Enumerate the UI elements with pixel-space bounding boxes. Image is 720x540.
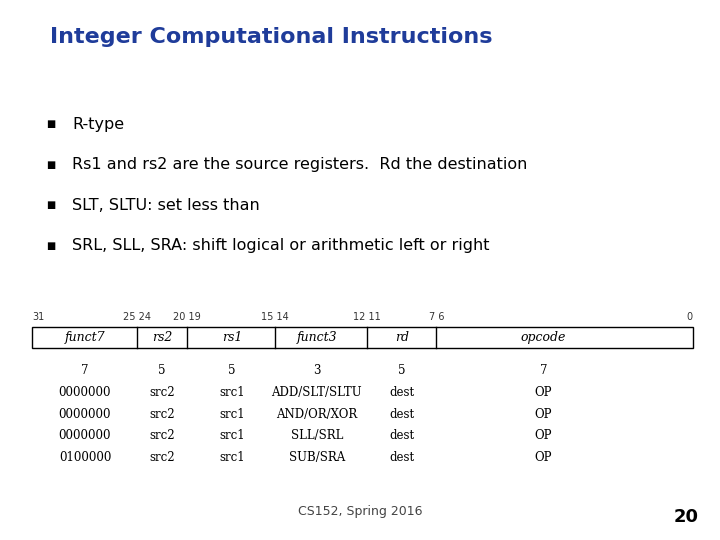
Text: ■: ■: [46, 200, 55, 210]
Text: dest: dest: [390, 408, 414, 421]
Text: src2: src2: [149, 408, 175, 421]
Bar: [32, 327, 693, 348]
Text: funct7: funct7: [65, 331, 105, 344]
Text: src2: src2: [149, 386, 175, 399]
Text: ■: ■: [46, 160, 55, 170]
Text: 25 24: 25 24: [123, 312, 150, 322]
Text: 3: 3: [313, 364, 320, 377]
Text: OP: OP: [535, 386, 552, 399]
Text: dest: dest: [390, 386, 414, 399]
Text: rs2: rs2: [152, 331, 172, 344]
Text: src2: src2: [149, 429, 175, 442]
Text: 7 6: 7 6: [428, 312, 444, 322]
Text: ADD/SLT/SLTU: ADD/SLT/SLTU: [271, 386, 362, 399]
Text: 31: 31: [32, 312, 45, 322]
Text: 20: 20: [673, 509, 698, 526]
Text: 5: 5: [158, 364, 166, 377]
Text: src1: src1: [219, 429, 245, 442]
Text: 5: 5: [398, 364, 405, 377]
Text: src1: src1: [219, 451, 245, 464]
Text: src1: src1: [219, 408, 245, 421]
Text: dest: dest: [390, 429, 414, 442]
Text: SLL/SRL: SLL/SRL: [291, 429, 343, 442]
Text: src2: src2: [149, 451, 175, 464]
Text: 0000000: 0000000: [59, 429, 111, 442]
Text: 0000000: 0000000: [59, 386, 111, 399]
Text: 7: 7: [81, 364, 89, 377]
Text: rs1: rs1: [222, 331, 242, 344]
Text: SLT, SLTU: set less than: SLT, SLTU: set less than: [72, 198, 260, 213]
Text: OP: OP: [535, 429, 552, 442]
Text: SRL, SLL, SRA: shift logical or arithmetic left or right: SRL, SLL, SRA: shift logical or arithmet…: [72, 238, 490, 253]
Text: 7: 7: [540, 364, 547, 377]
Text: funct3: funct3: [297, 331, 337, 344]
Text: OP: OP: [535, 451, 552, 464]
Text: opcode: opcode: [521, 331, 567, 344]
Text: 12 11: 12 11: [354, 312, 381, 322]
Text: Integer Computational Instructions: Integer Computational Instructions: [50, 27, 493, 47]
Text: 0100000: 0100000: [59, 451, 111, 464]
Text: CS152, Spring 2016: CS152, Spring 2016: [298, 505, 422, 518]
Text: ■: ■: [46, 241, 55, 251]
Text: 20 19: 20 19: [174, 312, 201, 322]
Text: SUB/SRA: SUB/SRA: [289, 451, 345, 464]
Text: OP: OP: [535, 408, 552, 421]
Text: AND/OR/XOR: AND/OR/XOR: [276, 408, 357, 421]
Text: 0000000: 0000000: [59, 408, 111, 421]
Text: src1: src1: [219, 386, 245, 399]
Text: R-type: R-type: [72, 117, 124, 132]
Text: 15 14: 15 14: [261, 312, 289, 322]
Text: 0: 0: [686, 312, 693, 322]
Text: ■: ■: [46, 119, 55, 129]
Text: dest: dest: [390, 451, 414, 464]
Text: 5: 5: [228, 364, 235, 377]
Text: Rs1 and rs2 are the source registers.  Rd the destination: Rs1 and rs2 are the source registers. Rd…: [72, 157, 527, 172]
Text: rd: rd: [395, 331, 409, 344]
